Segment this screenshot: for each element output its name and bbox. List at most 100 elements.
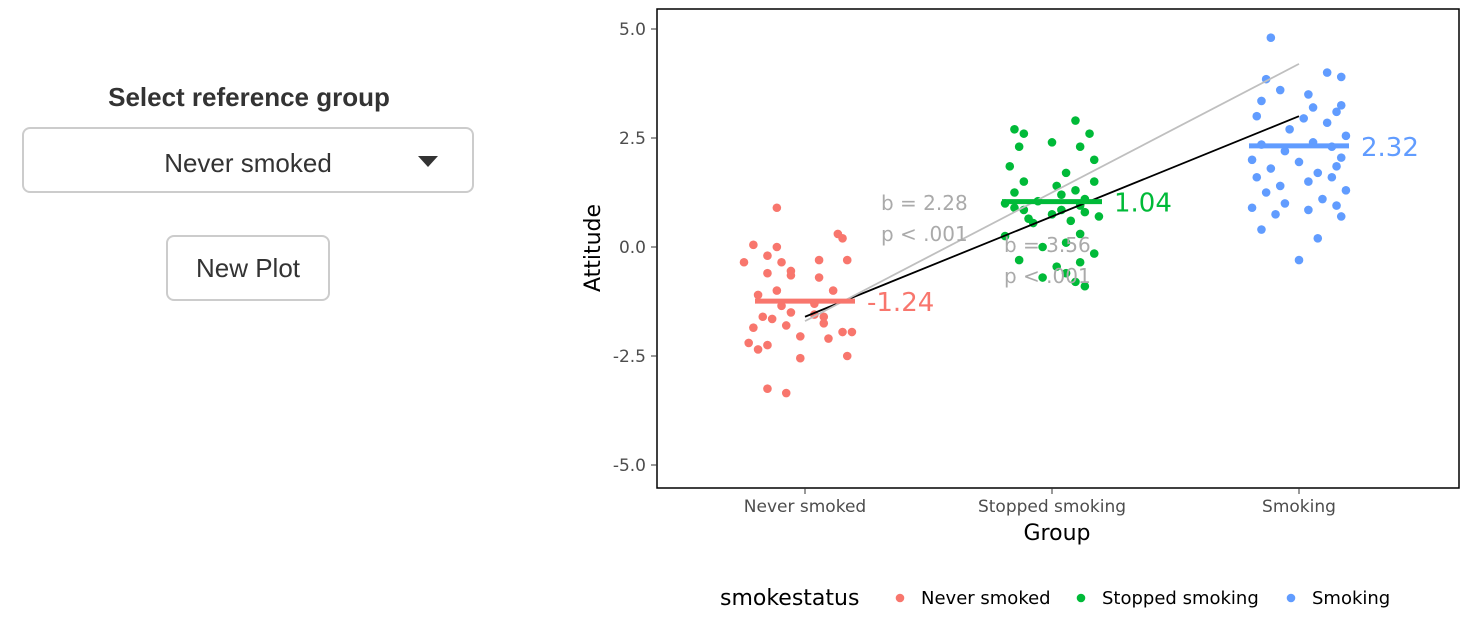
data-point bbox=[1322, 118, 1332, 128]
data-point bbox=[767, 314, 777, 324]
data-point bbox=[1332, 162, 1341, 171]
y-axis: 5.0 2.5 0.0 -2.5 -5.0 bbox=[613, 20, 657, 476]
data-point bbox=[763, 384, 772, 394]
p-value-label: p < .001 bbox=[1004, 264, 1091, 288]
data-point bbox=[819, 319, 829, 328]
data-point bbox=[777, 257, 786, 267]
data-point bbox=[1252, 172, 1262, 182]
data-point bbox=[744, 338, 753, 348]
legend-key bbox=[1076, 593, 1086, 603]
data-point bbox=[1261, 188, 1271, 197]
data-point bbox=[1322, 68, 1332, 77]
data-point bbox=[1057, 190, 1066, 199]
data-point bbox=[814, 255, 824, 265]
data-point bbox=[1061, 168, 1071, 178]
data-point bbox=[814, 273, 824, 282]
slope-label: b = 2.28 bbox=[881, 191, 968, 215]
legend-label: Stopped smoking bbox=[1102, 588, 1259, 609]
data-point bbox=[1075, 257, 1085, 267]
data-point bbox=[1285, 124, 1294, 134]
y-tick-label: 5.0 bbox=[619, 20, 646, 40]
data-point bbox=[1318, 194, 1327, 204]
data-point bbox=[1061, 268, 1071, 278]
data-point bbox=[1294, 255, 1304, 265]
group-means: -1.24 1.04 2.32 bbox=[755, 133, 1419, 318]
data-point bbox=[1005, 162, 1015, 171]
legend-key bbox=[895, 593, 905, 603]
data-point bbox=[1304, 90, 1313, 99]
new-plot-button[interactable]: New Plot bbox=[166, 235, 330, 301]
data-point bbox=[824, 334, 833, 343]
data-point bbox=[1299, 114, 1308, 123]
data-point bbox=[1341, 131, 1351, 141]
data-point bbox=[1257, 225, 1266, 234]
data-point bbox=[842, 255, 852, 265]
data-point bbox=[1071, 277, 1080, 287]
data-point bbox=[772, 203, 782, 213]
data-point bbox=[828, 286, 838, 295]
mean-label: -1.24 bbox=[867, 288, 934, 318]
p-value-label: p < .001 bbox=[881, 222, 968, 246]
data-point bbox=[781, 321, 791, 330]
data-point bbox=[1247, 203, 1257, 213]
data-point bbox=[1089, 249, 1099, 258]
regression-line bbox=[804, 115, 1300, 318]
legend-key bbox=[1286, 593, 1296, 603]
data-point bbox=[1266, 164, 1276, 173]
data-point bbox=[1019, 129, 1029, 138]
data-point bbox=[1047, 138, 1057, 147]
data-point bbox=[1327, 172, 1337, 182]
data-point bbox=[786, 271, 796, 280]
data-point bbox=[1313, 168, 1323, 178]
select-value: Never smoked bbox=[164, 148, 332, 178]
data-point bbox=[1336, 101, 1346, 110]
data-point bbox=[753, 345, 763, 354]
data-point bbox=[781, 388, 791, 398]
data-point bbox=[1089, 177, 1099, 186]
data-point bbox=[1336, 212, 1346, 221]
data-point bbox=[758, 312, 768, 322]
legend-label: Smoking bbox=[1312, 588, 1390, 609]
mean-label: 2.32 bbox=[1361, 133, 1419, 163]
data-point bbox=[1010, 188, 1019, 197]
data-point bbox=[838, 327, 847, 337]
data-point bbox=[772, 242, 782, 252]
y-tick-label: -5.0 bbox=[613, 456, 646, 476]
data-point bbox=[1304, 177, 1313, 186]
data-point bbox=[1089, 155, 1099, 165]
data-point bbox=[763, 340, 772, 350]
slope-label: b = 3.56 bbox=[1004, 233, 1091, 257]
y-axis-title: Attitude bbox=[581, 204, 606, 292]
data-point bbox=[749, 323, 758, 332]
data-point bbox=[1257, 96, 1266, 106]
legend: smokestatus Never smoked Stopped smoking Sm… bbox=[720, 586, 1390, 611]
data-point bbox=[1275, 181, 1285, 191]
legend-title: smokestatus bbox=[720, 586, 859, 611]
data-point bbox=[739, 257, 749, 267]
x-tick-label: Stopped smoking bbox=[978, 497, 1126, 517]
reference-group-label: Select reference group bbox=[108, 82, 390, 112]
data-point bbox=[1313, 233, 1323, 243]
data-point bbox=[1061, 238, 1071, 247]
data-points bbox=[739, 33, 1351, 398]
data-point bbox=[1266, 33, 1276, 43]
x-axis: Never smoked Stopped smoking Smoking bbox=[744, 488, 1336, 517]
regression-lines bbox=[804, 63, 1300, 322]
data-point bbox=[1336, 72, 1346, 82]
data-point bbox=[1080, 281, 1090, 291]
data-point bbox=[1275, 85, 1285, 95]
data-point bbox=[1280, 146, 1290, 156]
data-point bbox=[1332, 201, 1341, 210]
data-point bbox=[772, 286, 782, 295]
data-point bbox=[1010, 124, 1019, 134]
data-point bbox=[1052, 262, 1061, 271]
data-point bbox=[763, 251, 772, 261]
data-point bbox=[1341, 186, 1351, 195]
data-point bbox=[1304, 205, 1313, 215]
plot-panel bbox=[656, 8, 1460, 489]
data-point bbox=[1075, 142, 1085, 152]
x-tick-label: Smoking bbox=[1262, 497, 1336, 517]
data-point bbox=[1066, 216, 1076, 226]
y-tick-label: 2.5 bbox=[619, 129, 646, 149]
reference-group-select[interactable]: Never smoked bbox=[22, 127, 474, 193]
